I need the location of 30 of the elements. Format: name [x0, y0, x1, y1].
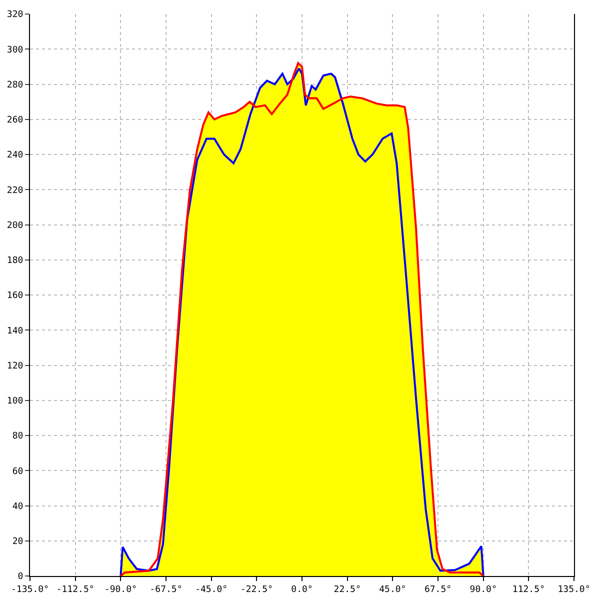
x-tick-label: 90.0° [470, 584, 497, 595]
y-tick-label: 60 [12, 466, 24, 477]
y-tick-label: 200 [6, 220, 24, 231]
x-tick-label: 45.0° [379, 584, 406, 595]
y-tick-label: 0 [18, 572, 24, 582]
y-tick-label: 80 [12, 432, 24, 442]
y-tick-label: 320 [6, 10, 24, 20]
x-tick-label: -90.0° [104, 584, 137, 595]
y-tick-label: 20 [12, 537, 24, 548]
y-tick-label: 220 [6, 186, 24, 196]
x-tick-label: -112.5° [56, 584, 94, 595]
y-tick-label: 100 [6, 396, 24, 407]
x-tick-label: 0.0° [291, 584, 313, 595]
y-tick-label: 140 [6, 326, 24, 336]
x-tick-label: -45.0° [195, 584, 228, 595]
x-tick-label: 67.5° [424, 584, 452, 595]
x-tick-label: 112.5° [512, 584, 545, 595]
x-tick-label: -67.5° [150, 584, 182, 595]
y-tick-label: 240 [6, 150, 24, 161]
y-tick-label: 260 [6, 116, 24, 126]
x-tick-label: -135.0° [11, 584, 49, 595]
x-tick-label: 135.0° [558, 584, 590, 595]
y-tick-label: 160 [6, 291, 24, 302]
x-tick-label: -22.5° [240, 584, 273, 595]
y-tick-label: 180 [6, 256, 24, 266]
y-tick-label: 120 [6, 361, 24, 372]
y-tick-label: 300 [6, 45, 24, 56]
x-tick-label: 22.5° [334, 584, 361, 595]
y-tick-label: 40 [12, 502, 24, 512]
y-tick-label: 280 [6, 80, 24, 90]
